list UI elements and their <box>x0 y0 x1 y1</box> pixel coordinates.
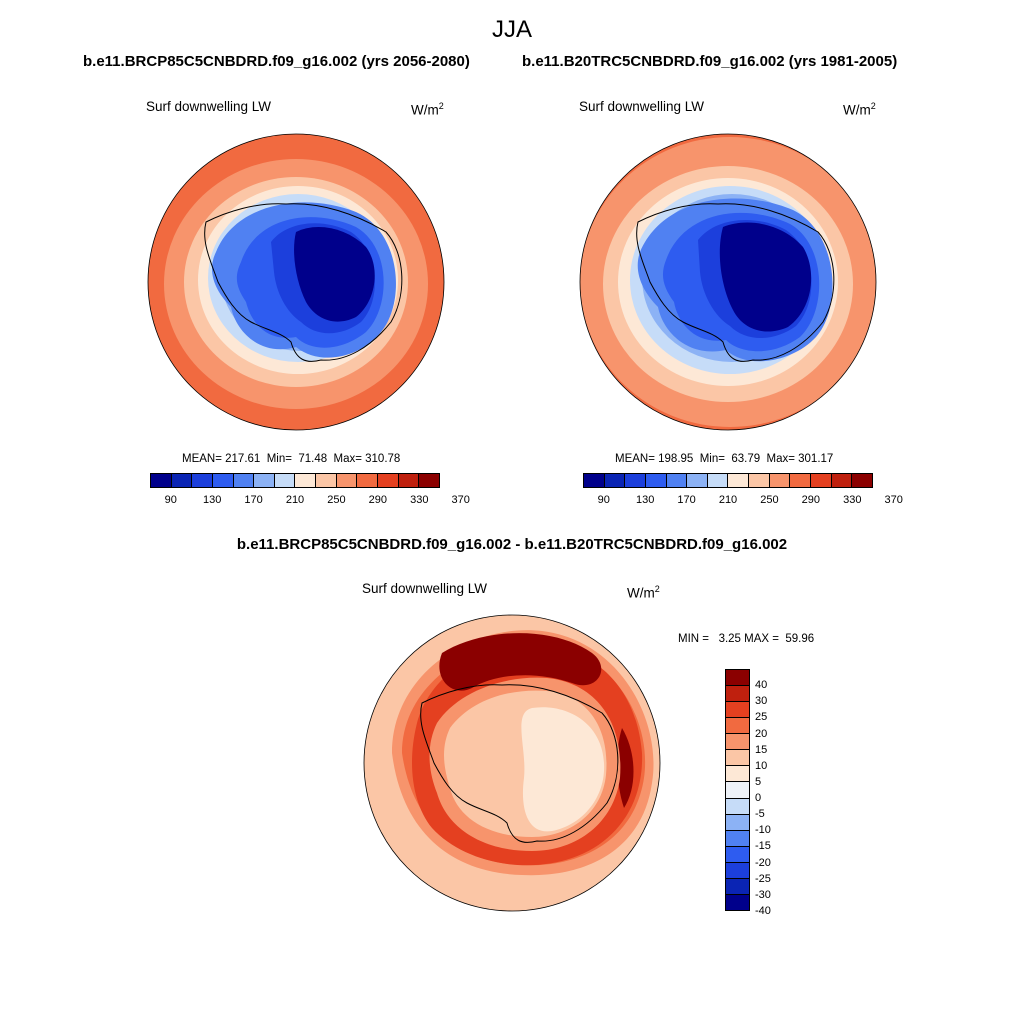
colorbar-tick-label: -5 <box>755 808 765 821</box>
colorbar-tick-label: 130 <box>202 494 222 506</box>
difference-title: b.e11.BRCP85C5CNBDRD.f09_g16.002 - b.e11… <box>236 536 788 553</box>
colorbar-swatch <box>726 670 749 687</box>
colorbar-swatch <box>726 782 749 799</box>
colorbar-tick-label: -30 <box>755 888 771 901</box>
colorbar-swatch <box>233 474 255 487</box>
colorbar-swatch <box>192 474 213 487</box>
figure-title: JJA <box>491 16 532 43</box>
colorbar-swatch <box>151 474 172 487</box>
colorbar-swatch <box>419 474 439 487</box>
difference-variable-label: Surf downwelling LW <box>362 581 488 596</box>
panel-right-title: b.e11.B20TRC5CNBDRD.f09_g16.002 (yrs 198… <box>522 53 898 70</box>
panel-right-stats: MEAN= 198.95 Min= 63.79 Max= 301.17 <box>615 453 834 465</box>
colorbar-tick-label: 0 <box>755 792 762 805</box>
colorbar-swatch <box>726 878 749 895</box>
colorbar-swatch <box>274 474 296 487</box>
colorbar-swatch <box>811 474 832 487</box>
colorbar-tick-label: -40 <box>755 905 771 917</box>
colorbar-tick-label: -25 <box>755 872 771 885</box>
difference-units: W/m2 <box>627 584 660 601</box>
panel-right-variable-label: Surf downwelling LW <box>579 99 705 114</box>
colorbar-swatch <box>726 814 749 831</box>
colorbar-tick-label: 130 <box>635 494 655 506</box>
colorbar-swatch <box>336 474 358 487</box>
colorbar-tick-label: 250 <box>760 494 779 506</box>
colorbar-swatch <box>726 798 749 815</box>
colorbar-tick-label: 5 <box>755 775 762 788</box>
colorbar-tick-label: 25 <box>755 711 768 724</box>
colorbar-tick-label: -20 <box>755 856 771 869</box>
map-difference <box>363 614 661 912</box>
colorbar-swatch <box>726 702 749 719</box>
colorbar-tick-label: 10 <box>755 759 768 772</box>
panel-right-colorbar <box>583 473 873 488</box>
panel-left-variable-label: Surf downwelling LW <box>146 99 272 114</box>
colorbar-tick-label: 40 <box>755 679 768 692</box>
colorbar-swatch <box>625 474 646 487</box>
colorbar-tick-label: 30 <box>755 695 768 708</box>
colorbar-swatch <box>726 894 749 910</box>
colorbar-swatch <box>316 474 337 487</box>
colorbar-tick-label: 290 <box>368 494 388 506</box>
colorbar-tick-label: 370 <box>884 494 903 506</box>
colorbar-swatch <box>769 474 791 487</box>
colorbar-swatch <box>584 474 605 487</box>
colorbar-swatch <box>687 474 708 487</box>
colorbar-tick-label: 170 <box>677 494 696 506</box>
colorbar-swatch <box>726 846 749 863</box>
colorbar-swatch <box>604 474 626 487</box>
map-historical-climate <box>579 133 877 431</box>
colorbar-swatch <box>852 474 872 487</box>
panel-left-colorbar <box>150 473 440 488</box>
difference-colorbar <box>725 669 750 911</box>
colorbar-tick-label: -15 <box>755 840 771 853</box>
colorbar-swatch <box>728 474 750 487</box>
colorbar-swatch <box>171 474 193 487</box>
panel-right-units: W/m2 <box>843 101 876 118</box>
colorbar-swatch <box>707 474 729 487</box>
colorbar-tick-label: 250 <box>327 494 346 506</box>
colorbar-tick-label: 290 <box>801 494 821 506</box>
colorbar-tick-label: 210 <box>285 494 305 506</box>
colorbar-swatch <box>726 830 749 847</box>
colorbar-swatch <box>726 766 749 783</box>
colorbar-swatch <box>831 474 853 487</box>
colorbar-swatch <box>378 474 399 487</box>
colorbar-swatch <box>726 734 749 751</box>
colorbar-tick-label: 370 <box>451 494 470 506</box>
colorbar-swatch <box>666 474 688 487</box>
panel-left-stats: MEAN= 217.61 Min= 71.48 Max= 310.78 <box>182 453 401 465</box>
colorbar-swatch <box>254 474 275 487</box>
colorbar-tick-label: 210 <box>718 494 738 506</box>
colorbar-tick-label: 90 <box>164 494 177 506</box>
colorbar-tick-label: 20 <box>755 727 768 740</box>
colorbar-swatch <box>398 474 420 487</box>
colorbar-swatch <box>645 474 667 487</box>
colorbar-tick-label: 90 <box>597 494 610 506</box>
colorbar-swatch <box>357 474 379 487</box>
colorbar-swatch <box>726 718 749 735</box>
colorbar-swatch <box>295 474 317 487</box>
colorbar-swatch <box>726 750 749 767</box>
colorbar-swatch <box>726 686 749 703</box>
colorbar-tick-label: -10 <box>755 824 771 837</box>
colorbar-tick-label: 330 <box>843 494 862 506</box>
colorbar-swatch <box>749 474 770 487</box>
colorbar-tick-label: 170 <box>244 494 263 506</box>
colorbar-swatch <box>212 474 234 487</box>
panel-left-title: b.e11.BRCP85C5CNBDRD.f09_g16.002 (yrs 20… <box>83 53 470 70</box>
colorbar-tick-label: 330 <box>410 494 429 506</box>
map-future-climate <box>147 133 445 431</box>
difference-stats: MIN = 3.25 MAX = 59.96 <box>678 633 815 645</box>
colorbar-swatch <box>726 862 749 879</box>
colorbar-swatch <box>790 474 812 487</box>
panel-left-units: W/m2 <box>411 101 444 118</box>
colorbar-tick-label: 15 <box>755 743 768 756</box>
